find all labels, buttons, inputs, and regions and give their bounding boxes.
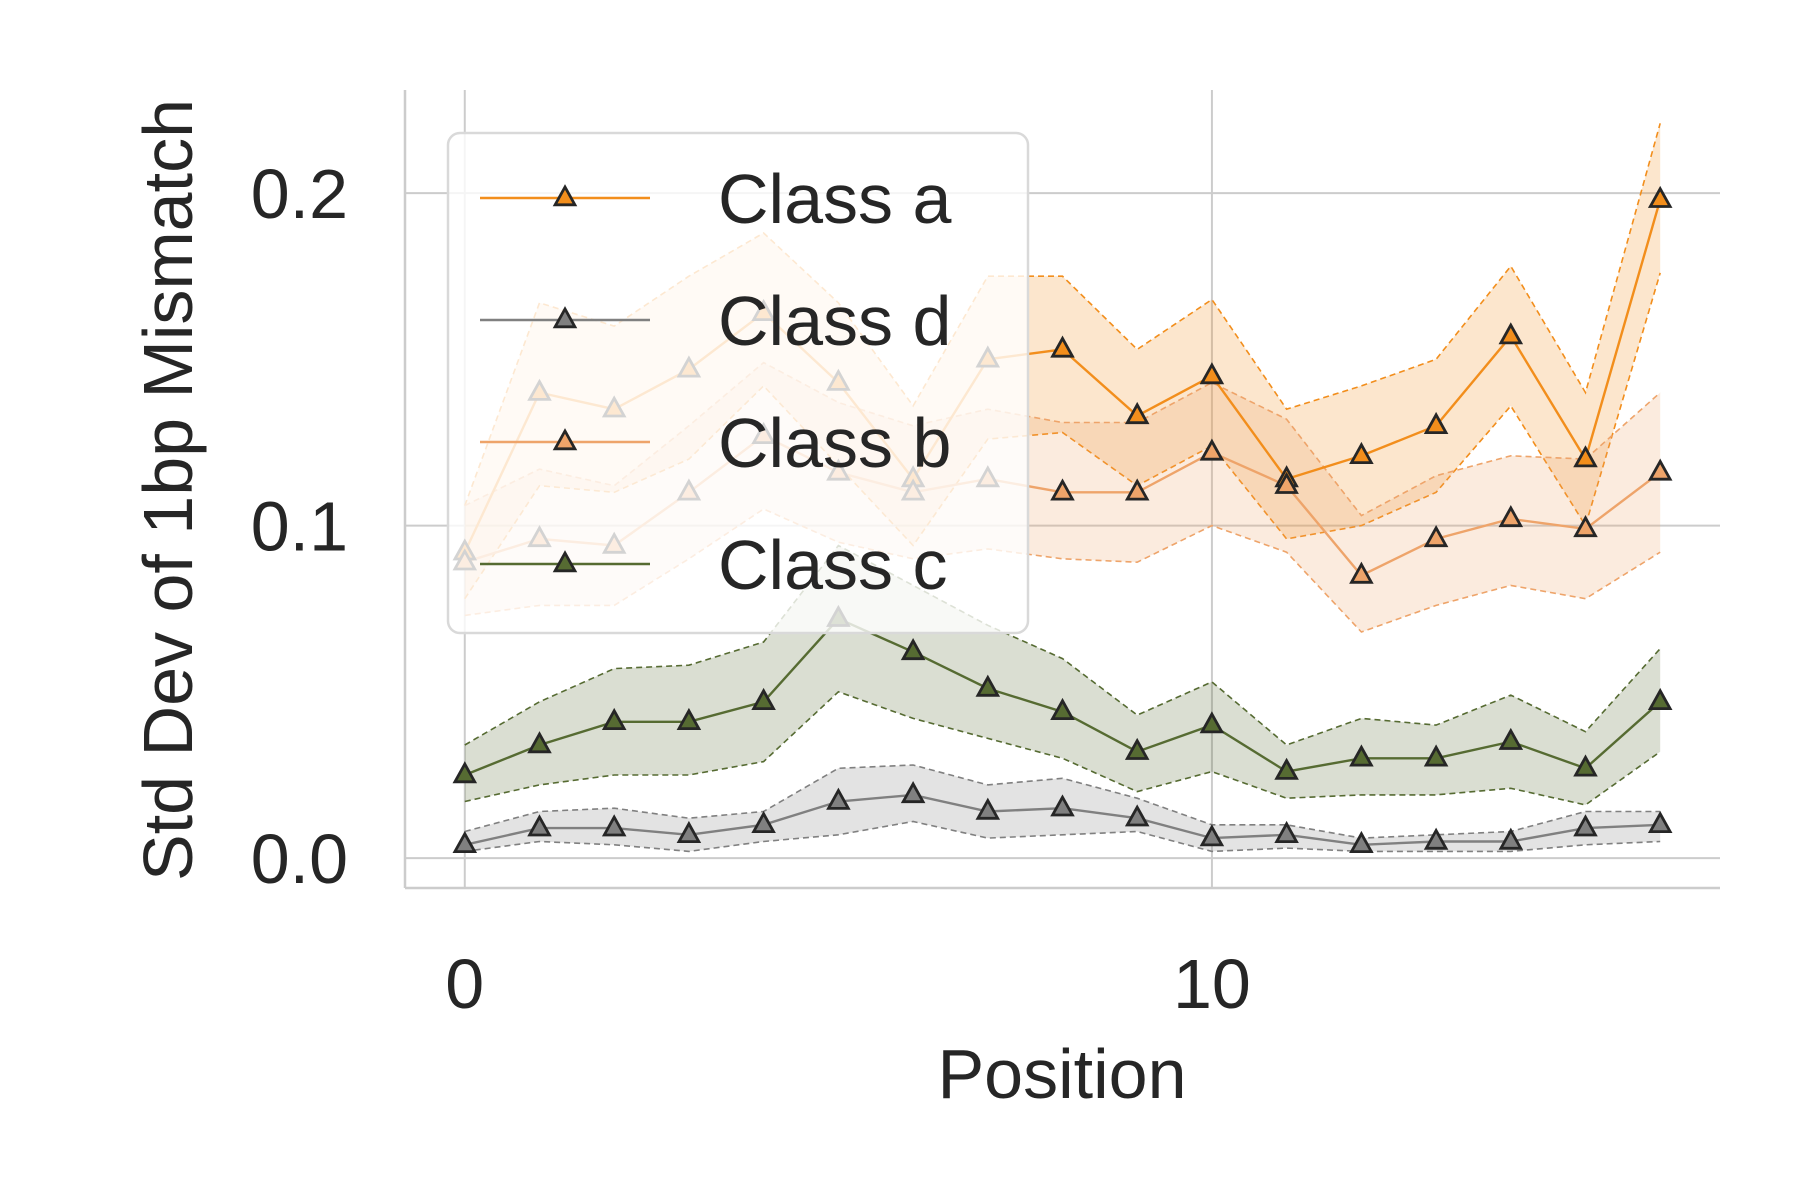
class-c-point [1498,727,1524,750]
y-axis-label: Std Dev of 1bp Mismatch [129,99,207,881]
legend-label-class-c: Class c [718,526,947,604]
class-d-point [1199,824,1225,847]
class-c-point [1124,737,1150,760]
class-c-point [1274,757,1299,780]
y-tick-label: 0.0 [251,820,348,898]
x-axis-label: Position [937,1035,1186,1113]
class-b-point [1647,458,1673,481]
legend-label-class-b: Class b [718,404,951,482]
class-c-point [1573,754,1598,777]
class-b-point [1423,525,1449,548]
class-d-point [1124,804,1150,827]
class-c-point [751,687,776,710]
class-a-point [1573,445,1598,468]
class-c-point [1349,744,1374,767]
legend-frame [446,131,1030,635]
axes [403,90,1720,890]
class-b-point [1124,478,1150,501]
legend-swatch-marker-class-b [552,428,578,451]
class-c-point [975,674,1001,697]
class-d-point [1647,810,1673,833]
class-d-point [527,814,552,837]
class-b-point [1498,505,1524,528]
class-d-point [1573,814,1598,837]
class-c-band-upper-edge [464,544,1661,746]
class-d-point [601,814,627,837]
class-d-point [975,797,1001,820]
legend-swatch-marker-class-d [552,306,578,329]
class-c-point [1423,744,1449,767]
class-a-point [1050,335,1075,358]
class-d-point [1349,830,1374,853]
class-c-band-lower-edge [464,690,1661,806]
class-a-point [1498,322,1524,345]
class-d-point [452,830,478,853]
class-c-point [1050,697,1075,720]
class-c-point [601,707,627,730]
class-d-point [1274,820,1299,843]
class-d-band-upper-edge [464,764,1661,839]
class-a-point [1124,401,1150,425]
x-tick-label: 10 [1173,945,1251,1023]
class-d-point [676,820,702,843]
class-a-point [1647,185,1673,208]
class-d-point [751,810,776,833]
class-b-point [1573,515,1598,538]
legend: Class a Class d Class b Class c [446,131,1030,635]
tick-labels: 0.0 0.1 0.2 0 10 [251,155,1251,1023]
legend-swatch-marker-class-a [552,184,578,207]
class-c-point [452,761,478,784]
class-d-point [1050,794,1075,817]
class-d-point [1423,827,1449,850]
legend-swatch-marker-class-c [552,550,578,573]
x-tick-label: 0 [445,945,484,1023]
class-d-band-lower-edge [464,820,1661,853]
class-c-band [464,545,1661,805]
class-b-point [1199,438,1225,461]
legend-label-class-d: Class d [718,282,951,360]
class-c-point [1647,687,1673,710]
class-d-point [1498,827,1524,850]
y-tick-label: 0.2 [251,155,348,233]
class-c-point [1199,711,1225,734]
class-a-point [1199,362,1225,385]
legend-label-class-a: Class a [718,160,951,238]
class-c-point [676,707,702,730]
class-b-point [1349,561,1374,584]
class-b-point [1050,478,1075,501]
class-c-point [900,638,926,661]
class-c-point [527,731,552,754]
class-d-point [900,781,926,804]
class-b-point [1274,471,1299,494]
class-a-point [1349,441,1374,465]
class-d-point [826,787,851,810]
y-tick-label: 0.1 [251,488,348,566]
class-a-point [1423,411,1449,435]
